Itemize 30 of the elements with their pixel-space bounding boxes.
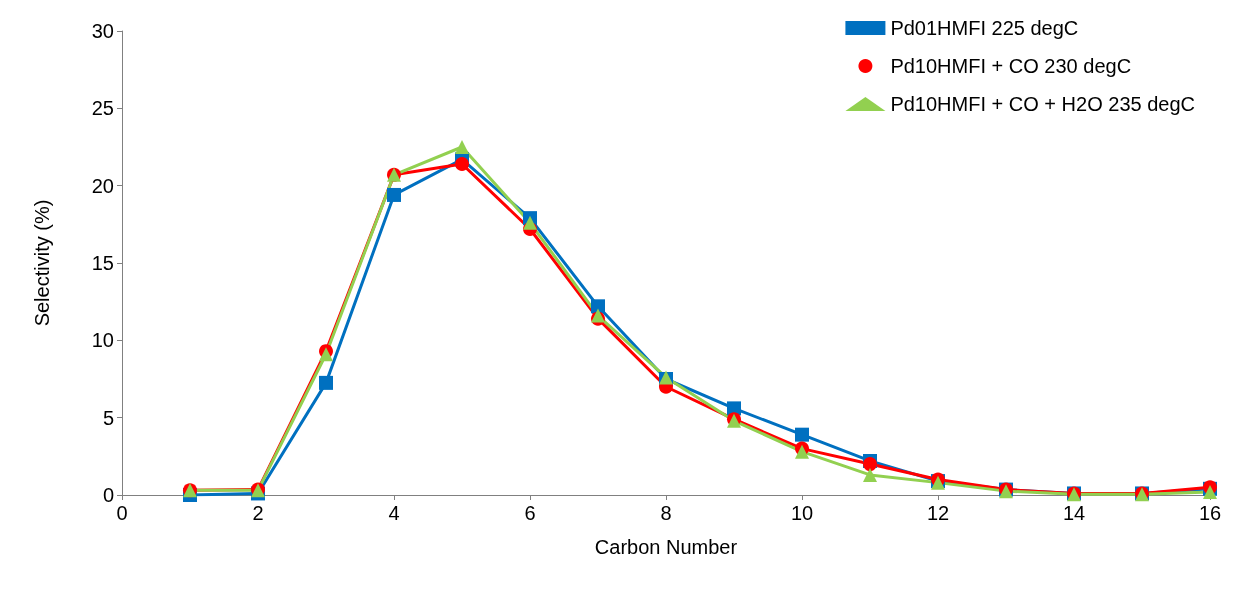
point xyxy=(319,375,333,390)
x-tick-label: 6 xyxy=(524,502,536,524)
point xyxy=(523,215,537,230)
x-tick-label: 12 xyxy=(926,502,950,524)
x-axis-title: Carbon Number xyxy=(594,536,738,558)
y-tick-label: 30 xyxy=(91,20,114,42)
x-tick-label: 8 xyxy=(660,502,672,524)
x-tick-label: 4 xyxy=(388,502,400,524)
point xyxy=(795,427,809,442)
legend-label: Pd01HMFI 225 degC xyxy=(890,17,1079,39)
point xyxy=(863,457,877,472)
y-tick-label: 10 xyxy=(91,329,114,352)
y-tick-label: 25 xyxy=(91,97,114,120)
x-tick-label: 16 xyxy=(1198,502,1222,524)
x-tick-label: 10 xyxy=(790,502,814,524)
x-tick-label: 14 xyxy=(1062,502,1086,524)
legend-label: Pd10HMFI + CO + H2O 235 degC xyxy=(890,93,1195,115)
y-tick-label: 20 xyxy=(91,174,114,197)
y-tick-label: 15 xyxy=(91,252,114,274)
point xyxy=(455,157,469,172)
point xyxy=(387,187,401,202)
point xyxy=(863,467,877,482)
y-tick-label: 5 xyxy=(102,406,114,429)
x-tick-label: 2 xyxy=(252,502,264,524)
point xyxy=(455,140,469,154)
y-tick-label: 0 xyxy=(102,484,114,506)
y-axis-title: Selectivity (%) xyxy=(31,199,53,327)
x-tick-label: 0 xyxy=(116,502,128,524)
point xyxy=(591,299,605,314)
legend-label: Pd10HMFI + CO 230 degC xyxy=(890,55,1132,77)
